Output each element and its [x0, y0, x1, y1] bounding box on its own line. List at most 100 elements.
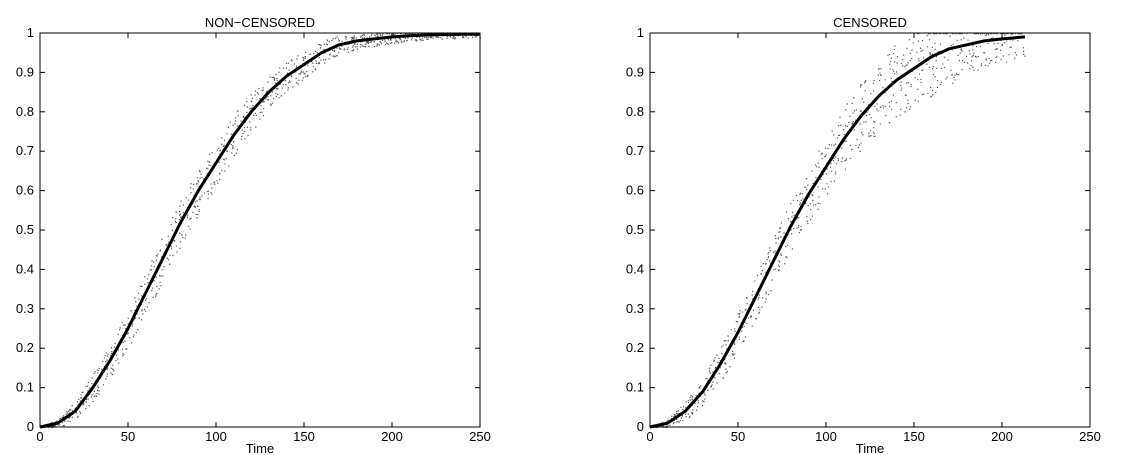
band-dot: [180, 241, 182, 243]
band-dot: [980, 65, 982, 67]
band-dot: [271, 91, 274, 93]
band-dot: [899, 114, 901, 116]
chart-title: NON−CENSORED: [205, 15, 315, 30]
band-dot: [190, 192, 192, 194]
band-dot: [685, 413, 687, 415]
band-dot: [1008, 54, 1010, 56]
band-dot: [818, 196, 820, 198]
band-dot: [790, 203, 792, 205]
band-dot: [939, 43, 941, 45]
band-dot: [800, 226, 802, 228]
band-dot: [796, 227, 798, 229]
y-tick-label: 0.6: [626, 183, 644, 198]
band-dot: [918, 73, 920, 75]
band-dot: [665, 425, 667, 427]
band-dot: [370, 35, 372, 37]
band-dot: [972, 66, 974, 68]
band-dot: [259, 118, 261, 120]
band-dot: [995, 56, 997, 58]
band-dot: [689, 396, 691, 398]
band-dot: [769, 247, 771, 249]
band-dot: [111, 352, 113, 355]
band-dot: [240, 138, 242, 140]
band-dot: [221, 137, 223, 139]
band-dot: [844, 140, 846, 142]
band-dot: [400, 40, 402, 42]
band-dot: [872, 131, 875, 133]
band-dot: [812, 195, 814, 197]
band-dot: [377, 43, 379, 45]
band-dot: [738, 313, 740, 315]
band-dot: [889, 105, 891, 107]
band-dot: [355, 46, 357, 48]
band-dot: [667, 425, 669, 427]
band-dot: [940, 67, 943, 69]
band-dot: [155, 294, 157, 296]
band-dot: [117, 358, 119, 360]
band-dot: [288, 80, 291, 82]
band-dot: [985, 33, 987, 36]
band-dot: [855, 119, 857, 121]
band-dot: [972, 55, 974, 57]
band-dot: [110, 372, 112, 374]
band-dot: [80, 412, 82, 414]
band-dot: [291, 75, 293, 77]
band-dot: [923, 57, 925, 59]
band-dot: [111, 351, 113, 353]
band-dot: [403, 41, 405, 43]
band-dot: [1011, 33, 1013, 35]
band-dot: [835, 173, 837, 175]
band-dot: [302, 77, 304, 79]
band-dot: [817, 162, 819, 164]
y-tick-label: 0.9: [626, 64, 644, 79]
band-dot: [221, 143, 223, 145]
band-dot: [180, 200, 182, 202]
band-dot: [152, 296, 154, 298]
band-dot: [214, 183, 216, 185]
band-dot: [352, 46, 354, 48]
band-dot: [398, 38, 401, 40]
band-dot: [343, 48, 346, 50]
band-dot: [369, 36, 371, 38]
band-dot: [800, 229, 803, 231]
band-dot: [474, 36, 477, 38]
band-dot: [702, 400, 704, 402]
band-dot: [893, 71, 895, 73]
band-dot: [417, 33, 419, 35]
band-dot: [401, 41, 403, 43]
band-dot: [766, 259, 768, 261]
band-dot: [1019, 33, 1021, 35]
band-dot: [882, 104, 884, 107]
x-tick-label: 150: [293, 429, 315, 444]
band-dot: [208, 164, 210, 166]
band-dot: [855, 144, 857, 147]
band-dot: [889, 68, 891, 70]
band-dot: [767, 253, 769, 255]
band-dot: [696, 409, 698, 411]
band-dot: [697, 405, 699, 408]
band-dot: [928, 39, 931, 41]
band-dot: [900, 108, 902, 110]
band-dot: [732, 350, 734, 352]
band-dot: [695, 394, 697, 396]
band-dot: [669, 424, 671, 426]
band-dot: [98, 367, 100, 370]
band-dot: [819, 203, 821, 205]
band-dot: [309, 53, 311, 55]
band-dot: [110, 367, 112, 369]
band-dot: [932, 33, 934, 35]
band-dot: [884, 79, 886, 81]
band-dot: [901, 87, 903, 89]
band-dot: [783, 232, 785, 234]
band-dot: [895, 116, 897, 118]
band-dot: [71, 416, 73, 418]
band-dot: [315, 60, 317, 62]
band-dot: [741, 311, 743, 313]
band-dot: [936, 33, 938, 35]
band-dot: [411, 33, 414, 35]
band-dot: [767, 294, 770, 296]
band-dot: [81, 391, 83, 394]
band-dot: [868, 132, 870, 134]
band-dot: [341, 40, 343, 42]
band-dot: [791, 248, 793, 250]
